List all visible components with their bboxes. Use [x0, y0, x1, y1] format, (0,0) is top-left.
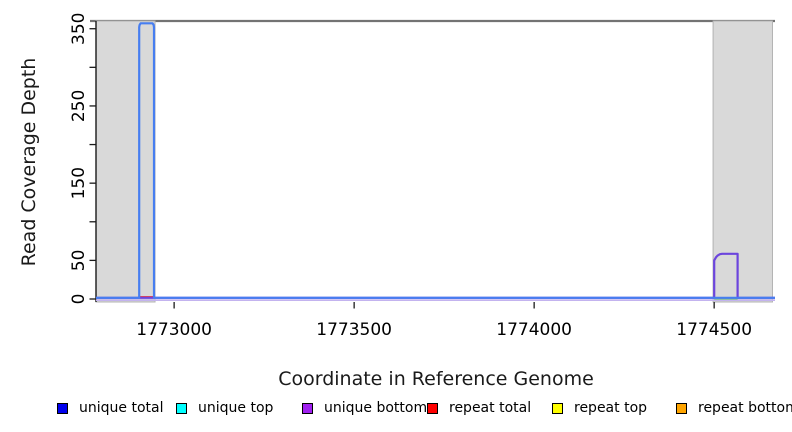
- y-tick-label: 0: [69, 294, 89, 305]
- x-tick-label: 1774000: [496, 320, 572, 340]
- y-tick-label: 350: [69, 12, 89, 44]
- legend-item-repeat-bottom: repeat bottom: [676, 400, 792, 416]
- y-axis-title: Read Coverage Depth: [18, 57, 40, 267]
- unique-bottom-swatch-icon: [302, 402, 313, 414]
- legend-item-unique-top: unique top: [176, 400, 273, 416]
- x-axis-title: Coordinate in Reference Genome: [278, 368, 594, 390]
- x-tick-label: 1773500: [316, 320, 392, 340]
- legend-item-repeat-top: repeat top: [552, 400, 647, 416]
- legend-label: unique total: [79, 400, 164, 416]
- y-tick-label: 50: [69, 250, 89, 272]
- legend-label: repeat total: [449, 400, 532, 416]
- series-unique-bottom: [96, 252, 775, 299]
- y-tick-label: 150: [69, 167, 89, 199]
- unique-total-swatch-icon: [57, 402, 68, 414]
- unique-top-swatch-icon: [176, 402, 187, 414]
- legend-label: repeat bottom: [698, 400, 792, 416]
- series-unique-total: [96, 22, 775, 299]
- legend-item-unique-bottom: unique bottom: [302, 400, 427, 416]
- legend-item-unique-total: unique total: [57, 400, 163, 416]
- x-tick-label: 1773000: [136, 320, 212, 340]
- shaded-region: [712, 20, 773, 303]
- legend-label: unique top: [198, 400, 274, 416]
- repeat-total-swatch-icon: [427, 402, 438, 414]
- legend-label: repeat top: [574, 400, 648, 416]
- legend-item-repeat-total: repeat total: [427, 400, 531, 416]
- repeat-top-swatch-icon: [552, 402, 563, 414]
- shaded-region: [95, 20, 156, 303]
- legend-label: unique bottom: [324, 400, 428, 416]
- x-tick-label: 1774500: [676, 320, 752, 340]
- repeat-bottom-swatch-icon: [676, 402, 687, 414]
- y-tick-label: 250: [69, 90, 89, 122]
